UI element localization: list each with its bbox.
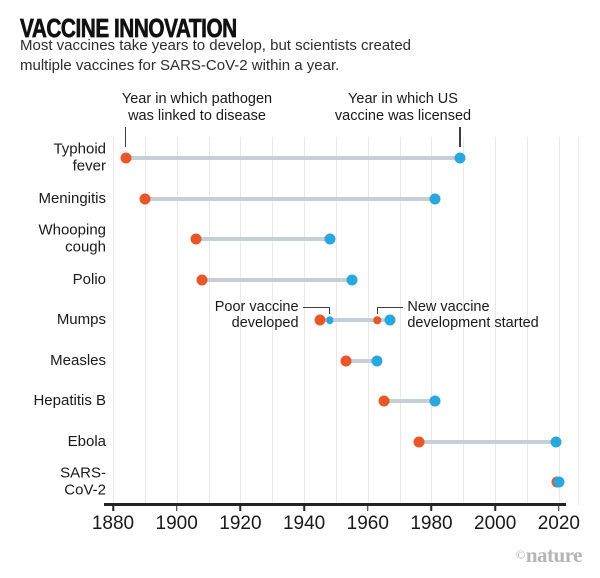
axis-tick-label: 2020 (537, 513, 581, 534)
gridline (431, 137, 433, 505)
callout-connector (328, 306, 331, 314)
gridline (113, 137, 114, 505)
gridline (240, 137, 242, 505)
vaccine-dot (429, 395, 441, 407)
range-line (195, 237, 330, 241)
axis-tick-label: 1920 (219, 513, 262, 534)
gridline (176, 137, 178, 505)
pathogen-dot (120, 152, 132, 164)
legend-licensed-line-1: Year in which US (348, 91, 458, 107)
legend-pathogen-line-2: was linked to disease (128, 108, 266, 124)
pathogen-dot (139, 193, 151, 204)
pathogen-dot (314, 314, 326, 326)
axis-tick (112, 506, 114, 511)
axis-tick-label: 2000 (474, 513, 517, 534)
range-line (144, 196, 435, 201)
axis-tick (430, 506, 433, 511)
gridline (495, 137, 497, 505)
gridline (399, 137, 401, 505)
page-title: VACCINE INNOVATION (20, 8, 291, 45)
gridline (208, 137, 210, 505)
nature-logo: nature (525, 543, 583, 567)
axis-tick-label: 1980 (410, 513, 453, 534)
vaccine-dot-small (325, 316, 334, 324)
axis-tick (239, 506, 242, 511)
gridline (527, 137, 529, 505)
pathogen-dot (196, 274, 208, 285)
row-label: Meningitis (38, 189, 106, 207)
callout-connector (377, 306, 404, 308)
legend-pathogen-line-1: Year in which pathogen (121, 91, 273, 107)
row-label: Mumps (56, 310, 106, 328)
row-label: Typhoid fever (53, 140, 106, 174)
row-label: Hepatitis B (33, 391, 106, 409)
row-label: Whooping cough (38, 221, 106, 255)
row-label: Measles (50, 351, 106, 369)
gridline (272, 137, 274, 505)
vaccine-dot (371, 355, 383, 366)
axis-tick (175, 506, 178, 511)
vaccine-dot (550, 436, 562, 447)
callout-connector (376, 306, 379, 314)
pathogen-dot (190, 233, 202, 245)
legend-licensed-line-2: vaccine was licensed (334, 108, 472, 124)
callout-connector (302, 306, 330, 308)
row-label: SARS- CoV-2 (60, 464, 106, 498)
range-line (345, 358, 378, 363)
axis-tick (303, 506, 305, 511)
plot-right-border (578, 137, 579, 505)
pathogen-dot (378, 395, 390, 407)
page-title-text: VACCINE INNOVATION (20, 13, 238, 44)
axis-tick (367, 506, 369, 511)
x-axis (104, 502, 566, 506)
row-label: Ebola (67, 432, 106, 450)
subtitle-line-1: Most vaccines take years to develop, but… (20, 37, 412, 54)
range-line (125, 156, 461, 160)
legend-pathogen-label: Year in which pathogen was linked to dise… (107, 91, 287, 125)
legend-licensed-label: Year in which US vaccine was licensed (313, 91, 493, 125)
axis-tick-label: 1960 (346, 513, 389, 534)
range-line (418, 439, 556, 444)
legend-licensed-connector (459, 127, 461, 147)
range-line (320, 318, 391, 322)
axis-tick-label: 1940 (282, 513, 326, 534)
range-line (202, 277, 352, 282)
pathogen-dot (340, 355, 351, 366)
vaccine-dot (553, 476, 565, 488)
axis-tick-label: 1900 (155, 513, 198, 534)
gridline (558, 137, 560, 505)
range-line (383, 399, 435, 403)
nature-credit: ©nature (515, 543, 582, 568)
row-label: Polio (72, 270, 106, 288)
vaccine-dot (346, 274, 358, 285)
subtitle-line-2: multiple vaccines for SARS-CoV-2 within … (20, 57, 340, 74)
gridline (144, 137, 146, 505)
axis-tick-label: 1880 (91, 513, 135, 534)
pathogen-dot (413, 436, 425, 447)
gridline (463, 137, 465, 505)
vaccine-dot (454, 152, 466, 164)
copyright-icon: © (515, 547, 525, 562)
axis-tick (494, 506, 496, 511)
chart-subtitle: Most vaccines take years to develop, but… (20, 36, 411, 76)
callout-label: Poor vaccine developed (214, 299, 299, 331)
gridline (304, 137, 306, 505)
vaccine-dot (384, 314, 396, 326)
legend-pathogen-connector (124, 127, 127, 147)
callout-label: New vaccine development started (407, 299, 539, 331)
vaccine-dot (324, 233, 336, 245)
vaccine-dot (429, 193, 441, 204)
pathogen-dot-small (373, 316, 382, 324)
axis-tick (558, 506, 560, 511)
